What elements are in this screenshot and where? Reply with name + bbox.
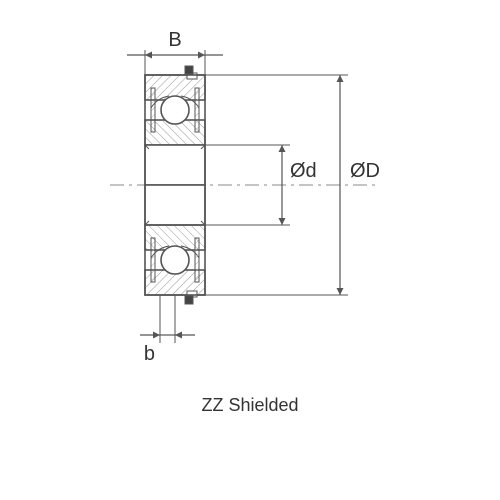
dim-label-width_outer: B	[168, 29, 181, 51]
diagram-caption: ZZ Shielded	[0, 395, 500, 416]
dim-label-bore_diameter: Ød	[290, 160, 317, 182]
dim-label-outer_diameter: ØD	[350, 160, 380, 182]
dim-label-width_inner: b	[144, 343, 155, 365]
bearing-cross-section-svg: Bb Ød ØD	[0, 0, 500, 500]
diagram-canvas: Bb Ød ØD ZZ Shielded	[0, 0, 500, 500]
